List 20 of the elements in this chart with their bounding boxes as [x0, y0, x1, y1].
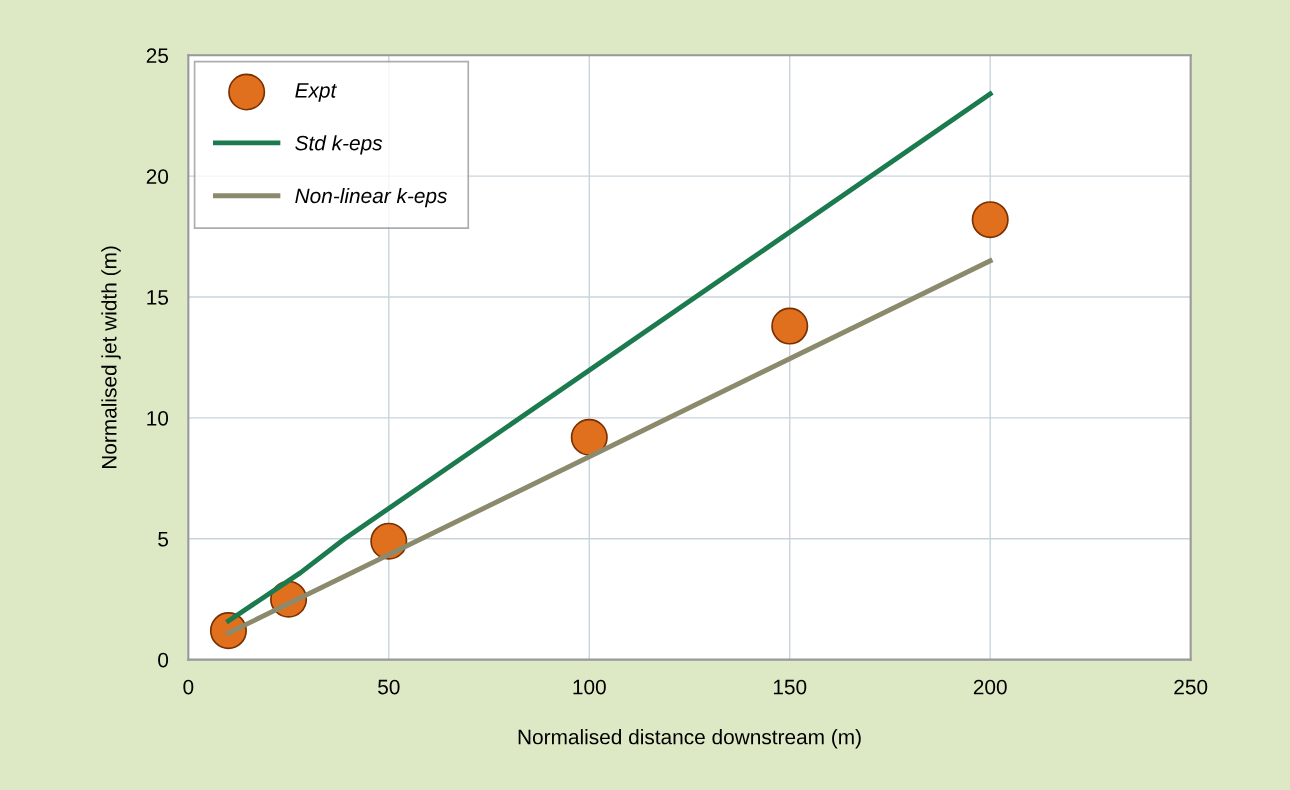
x-tick-label: 250 — [1174, 679, 1208, 695]
x-tick-label: 150 — [773, 679, 807, 695]
point — [771, 307, 809, 345]
x-tick-label: 200 — [973, 679, 1007, 695]
legend-label: Std k-eps — [295, 135, 383, 155]
y-tick-label: 5 — [158, 532, 169, 547]
x-axis-title: Normalised distance downstream (m) — [518, 729, 861, 749]
y-tick-label: 10 — [147, 410, 169, 426]
x-tick-label: 100 — [573, 679, 606, 695]
point — [971, 201, 1009, 239]
point — [570, 418, 608, 456]
y-axis-title: Normalised jet width (m) — [101, 246, 121, 469]
x-tick-label: 0 — [183, 679, 194, 695]
y-tick-label: 0 — [158, 652, 169, 668]
x-tick-label: 50 — [378, 679, 400, 695]
legend-label: Non-linear k-eps — [295, 187, 448, 208]
legend-label: Expt — [295, 83, 337, 102]
y-tick-label: 20 — [146, 169, 169, 184]
y-tick-label: 15 — [147, 290, 169, 305]
y-tick-label: 25 — [146, 48, 169, 64]
